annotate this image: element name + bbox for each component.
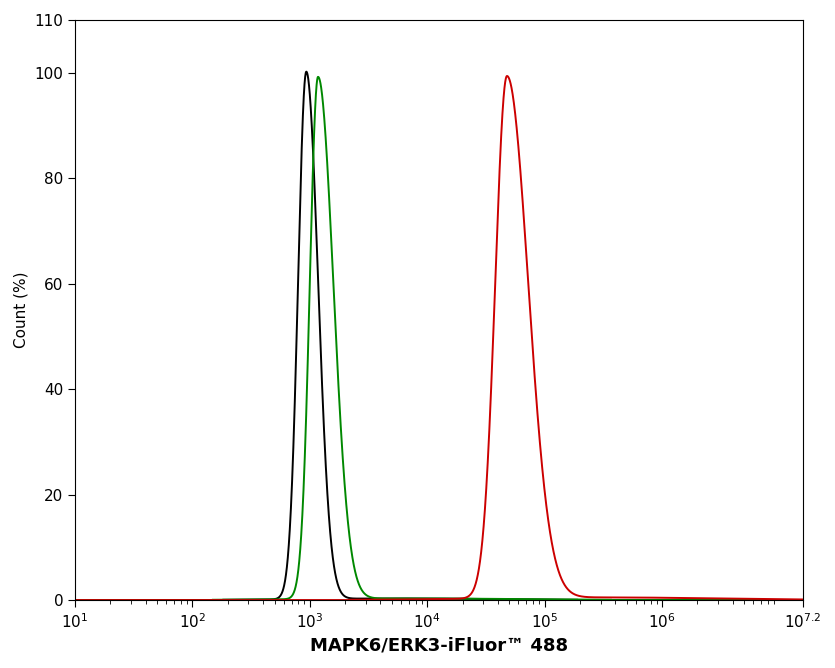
Y-axis label: Count (%): Count (%) <box>14 272 29 348</box>
X-axis label: MAPK6/ERK3-iFluor™ 488: MAPK6/ERK3-iFluor™ 488 <box>310 636 568 654</box>
